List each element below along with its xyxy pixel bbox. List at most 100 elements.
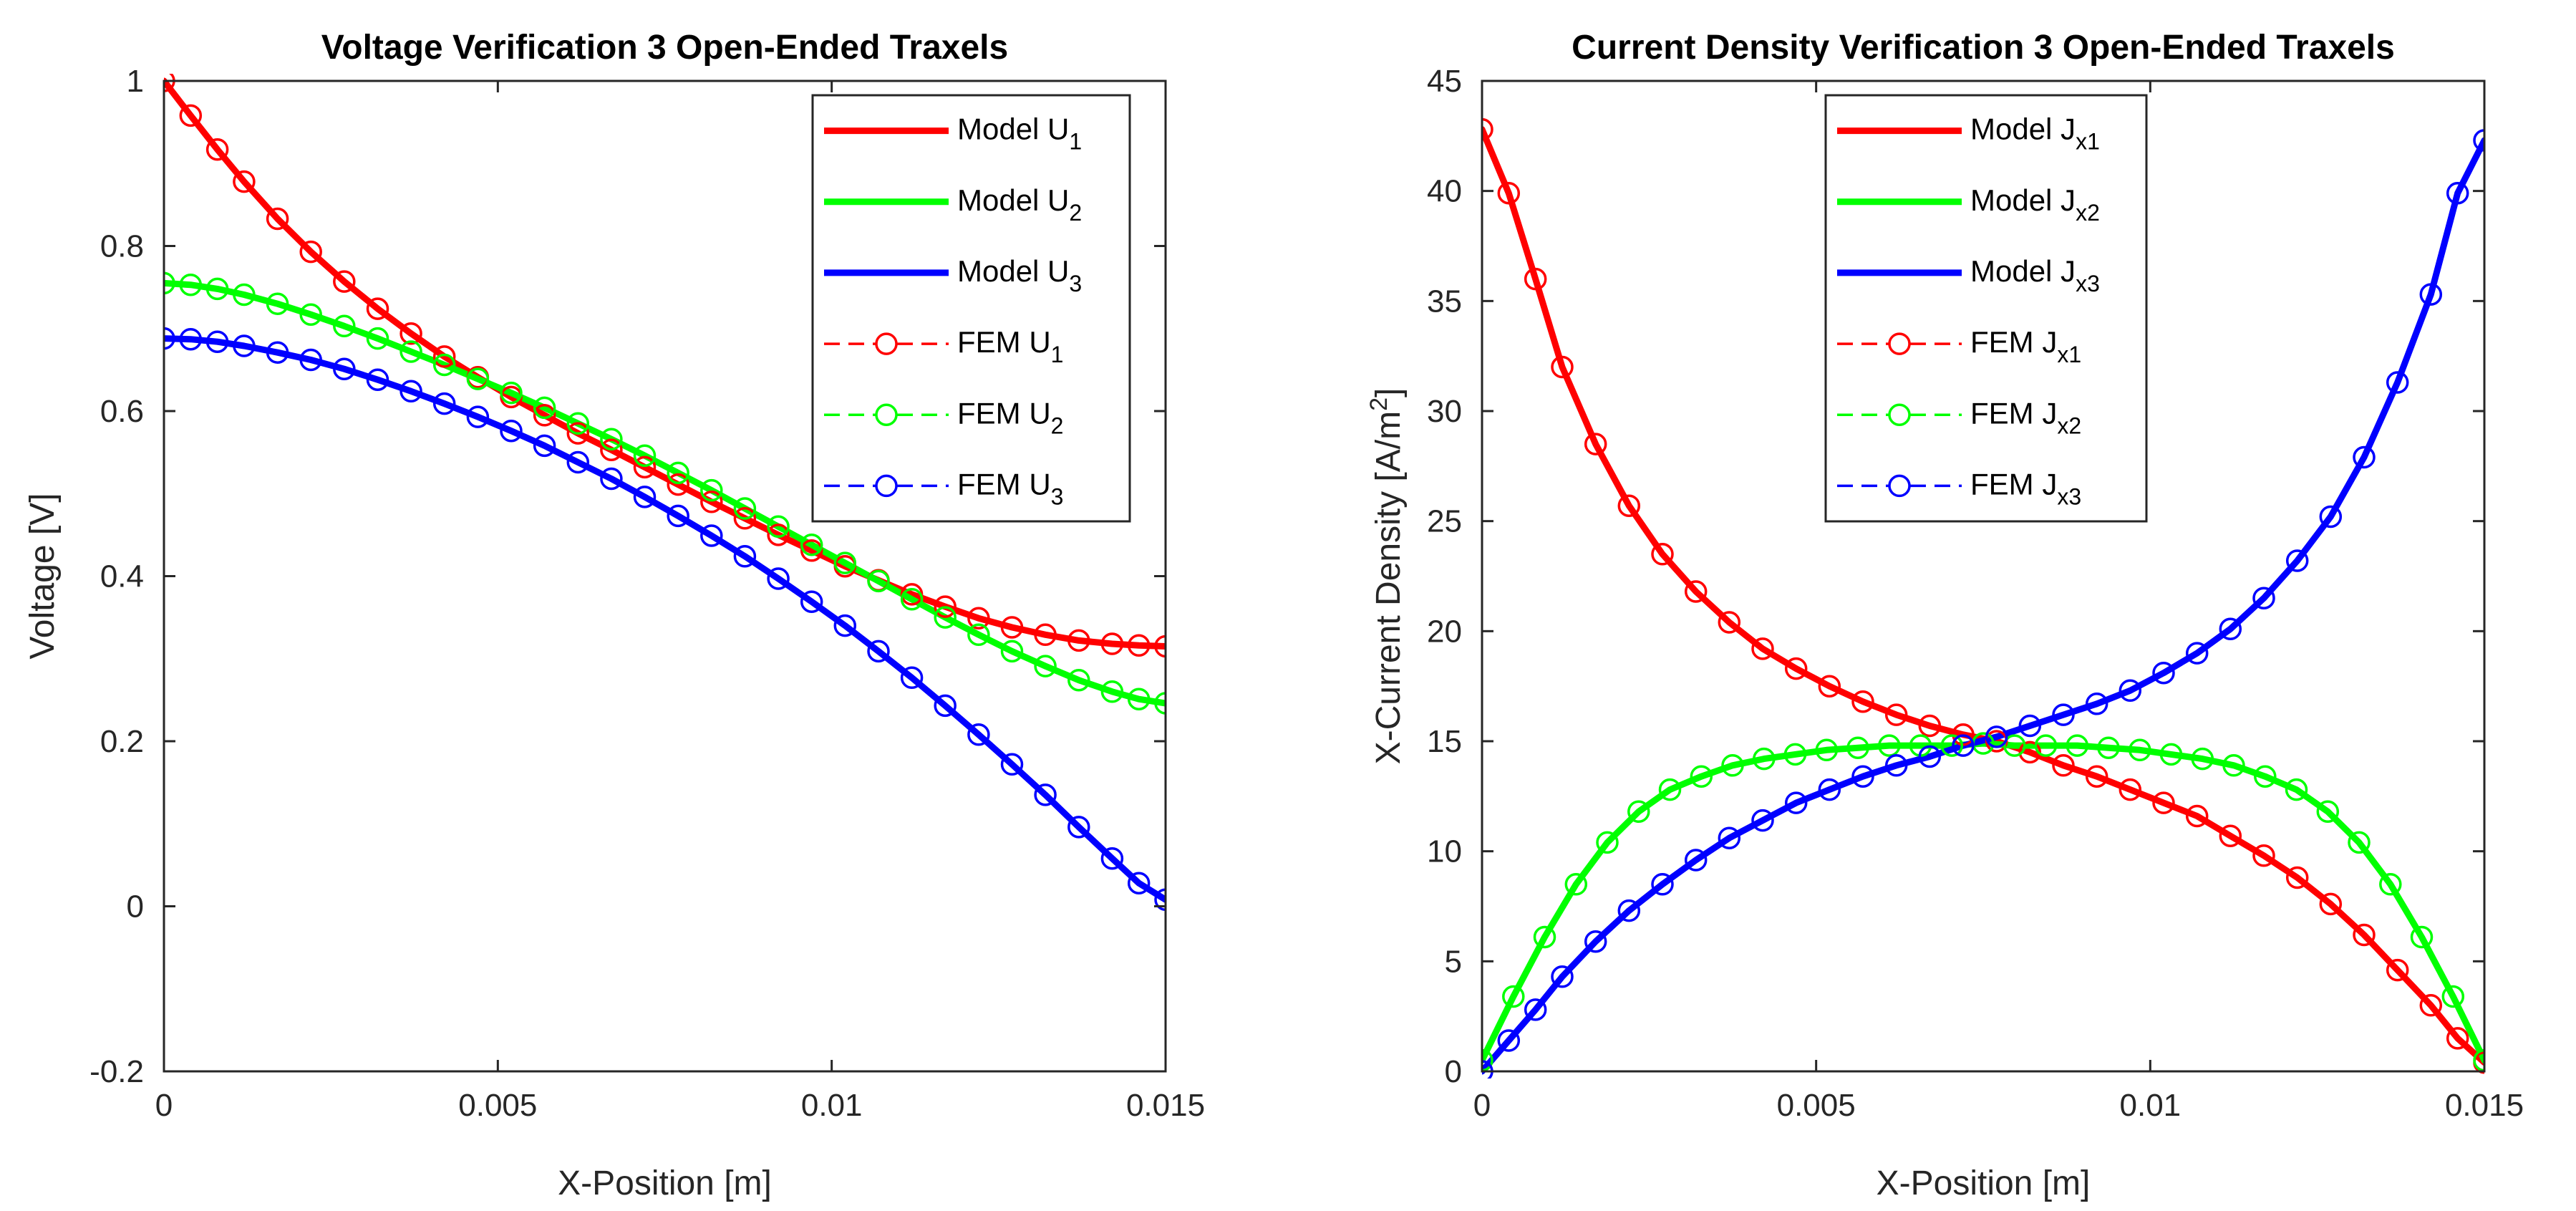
legend-label: Model Jx2 — [1970, 183, 2100, 226]
data-point-fem-j-x3 — [2119, 679, 2142, 703]
data-point-fem-j-x2 — [1658, 778, 1682, 801]
data-point-fem-j-x2 — [2003, 734, 2026, 757]
legend-circle-marker — [875, 403, 898, 426]
data-point-fem-u-1 — [633, 455, 657, 479]
data-point-fem-u-1 — [266, 207, 289, 231]
legend-circle-marker — [1888, 332, 1911, 355]
series-group — [1482, 117, 2484, 1079]
legend-box — [1824, 94, 2148, 523]
data-point-fem-u-2 — [967, 623, 990, 647]
data-point-fem-u-3 — [400, 380, 422, 403]
data-point-fem-j-x1 — [1482, 117, 1493, 141]
data-point-fem-j-x1 — [1751, 637, 1774, 660]
legend-circle-marker — [1888, 474, 1911, 498]
y-tick-label: 15 — [1427, 724, 1462, 759]
data-point-fem-u-2 — [800, 533, 823, 556]
data-point-fem-u-1 — [333, 270, 356, 293]
legend-label-subscript: 1 — [1069, 129, 1082, 155]
data-point-fem-u-2 — [667, 461, 689, 485]
x-tick-label: 0.005 — [458, 1088, 537, 1123]
data-point-fem-j-x1 — [2252, 844, 2275, 867]
data-point-fem-u-2 — [299, 303, 322, 326]
x-axis-label: X-Position [m] — [1877, 1164, 2091, 1202]
data-point-fem-u-2 — [833, 551, 857, 574]
y-tick-label: -0.2 — [89, 1054, 144, 1089]
data-point-fem-j-x2 — [1482, 1048, 1493, 1072]
data-point-fem-j-x3 — [2386, 371, 2409, 394]
x-tick-label: 0.01 — [2120, 1088, 2182, 1123]
data-point-fem-u-1 — [967, 607, 990, 630]
legend-label-subscript: x1 — [2057, 342, 2081, 367]
y-tick-label: 0.8 — [100, 229, 144, 264]
data-point-fem-j-x2 — [2222, 754, 2245, 777]
data-point-fem-u-1 — [667, 473, 689, 496]
data-point-fem-j-x2 — [2441, 985, 2465, 1008]
y-axis-label-superscript: 2 — [1365, 397, 1393, 411]
data-point-fem-j-x1 — [2185, 804, 2209, 828]
data-point-fem-u-2 — [500, 381, 523, 405]
data-point-fem-j-x2 — [1596, 831, 1619, 854]
data-point-fem-j-x3 — [1524, 998, 1547, 1021]
legend-label-text: Model J — [1970, 112, 2076, 146]
legend-label: FEM Jx1 — [1970, 325, 2081, 367]
data-point-fem-j-x3 — [2419, 283, 2443, 306]
legend-label-subscript: 1 — [1051, 342, 1064, 367]
y-tick-label: 10 — [1427, 834, 1462, 869]
x-tick-label: 0.015 — [1126, 1088, 1205, 1123]
series-line-model-u-1 — [164, 77, 1166, 650]
legend-label-text: Model U — [957, 112, 1069, 146]
data-point-fem-u-3 — [179, 327, 203, 351]
data-point-fem-u-1 — [233, 170, 256, 193]
data-point-fem-j-x1 — [1851, 690, 1874, 713]
data-point-fem-u-2 — [1034, 655, 1057, 677]
data-point-fem-u-2 — [767, 515, 790, 539]
data-point-fem-u-3 — [1154, 888, 1166, 912]
y-tick-label: 0 — [1445, 1054, 1462, 1089]
data-point-fem-u-3 — [164, 327, 175, 350]
data-point-fem-j-x2 — [2254, 765, 2277, 788]
data-point-fem-j-x1 — [1784, 657, 1808, 680]
data-point-fem-u-2 — [533, 396, 556, 420]
data-point-fem-u-2 — [432, 353, 456, 377]
data-point-fem-u-2 — [179, 273, 203, 296]
series-line-model-u-3 — [164, 335, 1166, 903]
data-point-fem-u-3 — [333, 357, 356, 380]
legend-label-subscript: x2 — [2076, 200, 2100, 226]
data-point-fem-j-x2 — [1846, 736, 1869, 759]
data-point-fem-u-3 — [500, 419, 523, 443]
legend-label-subscript: x1 — [2076, 129, 2100, 155]
data-point-fem-j-x2 — [1690, 765, 1713, 788]
data-point-fem-j-x2 — [1502, 985, 1525, 1008]
data-point-fem-j-x3 — [1497, 1029, 1521, 1052]
data-point-fem-u-3 — [566, 450, 590, 474]
y-tick-label: 45 — [1427, 64, 1462, 99]
data-point-fem-u-2 — [1100, 680, 1124, 703]
data-point-fem-j-x3 — [2353, 445, 2376, 469]
data-point-fem-u-2 — [1154, 692, 1166, 715]
legend-label: FEM U3 — [957, 467, 1063, 509]
data-point-fem-u-1 — [400, 322, 422, 345]
data-point-fem-j-x1 — [1524, 267, 1547, 291]
legend-label-subscript: x3 — [2076, 271, 2100, 296]
data-point-fem-j-x3 — [2219, 617, 2242, 641]
data-point-fem-u-3 — [1067, 816, 1090, 839]
data-point-fem-u-2 — [164, 271, 175, 295]
data-point-fem-u-3 — [205, 330, 229, 353]
y-axis-label: Voltage [V] — [24, 493, 62, 659]
data-point-fem-j-x3 — [2319, 505, 2343, 529]
data-point-fem-j-x3 — [1617, 899, 1641, 922]
data-point-fem-u-1 — [800, 539, 823, 562]
legend-label-text: FEM U — [957, 325, 1051, 359]
data-point-fem-j-x1 — [1617, 494, 1641, 517]
legend-label-text: Model J — [1970, 183, 2076, 217]
data-point-fem-j-x1 — [2085, 765, 2108, 788]
chart-title: Current Density Verification 3 Open-Ende… — [1572, 29, 2395, 67]
voltage-plot: Voltage Verification 3 Open-Ended Traxel… — [24, 29, 1205, 1202]
data-point-fem-u-3 — [266, 341, 289, 364]
data-point-fem-j-x3 — [2018, 714, 2042, 738]
data-point-fem-j-x3 — [1952, 734, 1975, 757]
y-tick-label: 30 — [1427, 394, 1462, 429]
data-point-fem-j-x2 — [2066, 734, 2089, 757]
legend-label-subscript: 3 — [1051, 483, 1064, 509]
series-line-model-u-2 — [164, 279, 1166, 707]
